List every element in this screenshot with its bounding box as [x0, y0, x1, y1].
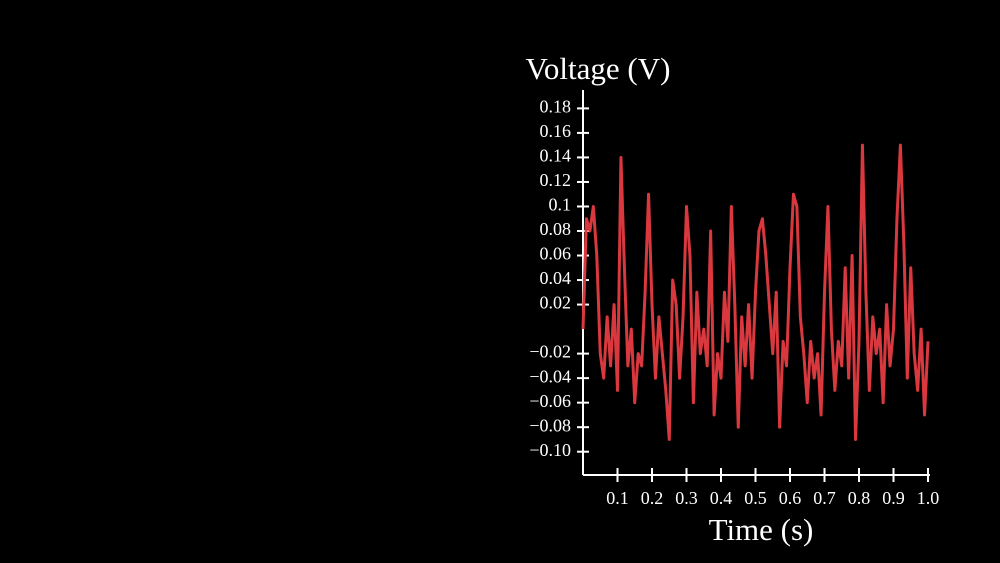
- y-tick-label: −0.06: [529, 391, 571, 411]
- y-tick-label: −0.04: [529, 366, 571, 386]
- x-tick-label: 0.2: [641, 488, 664, 508]
- y-tick-label: 0.14: [540, 146, 572, 166]
- y-tick-label: 0.16: [540, 121, 572, 141]
- y-tick-label: 0.12: [540, 170, 572, 190]
- x-tick-label: 0.7: [813, 488, 836, 508]
- y-tick-label: 0.02: [540, 293, 572, 313]
- y-tick-label: −0.08: [529, 415, 571, 435]
- y-tick-label: 0.06: [540, 244, 572, 264]
- y-tick-label: 0.18: [540, 97, 572, 117]
- y-tick-label: 0.1: [549, 195, 572, 215]
- x-tick-label: 1.0: [917, 488, 940, 508]
- x-tick-label: 0.8: [848, 488, 871, 508]
- x-axis-title: Time (s): [709, 512, 814, 547]
- data-line: [581, 143, 930, 441]
- y-tick-label: −0.02: [529, 342, 571, 362]
- x-tick-label: 0.1: [606, 488, 629, 508]
- y-axis-title: Voltage (V): [526, 51, 671, 86]
- x-tick-label: 0.6: [779, 488, 802, 508]
- y-tick-label: −0.10: [529, 440, 571, 460]
- x-tick-label: 0.4: [710, 488, 733, 508]
- x-tick-label: 0.9: [882, 488, 905, 508]
- x-tick-label: 0.5: [744, 488, 767, 508]
- x-tick-label: 0.3: [675, 488, 698, 508]
- y-tick-label: 0.08: [540, 219, 572, 239]
- y-tick-label: 0.04: [540, 268, 572, 288]
